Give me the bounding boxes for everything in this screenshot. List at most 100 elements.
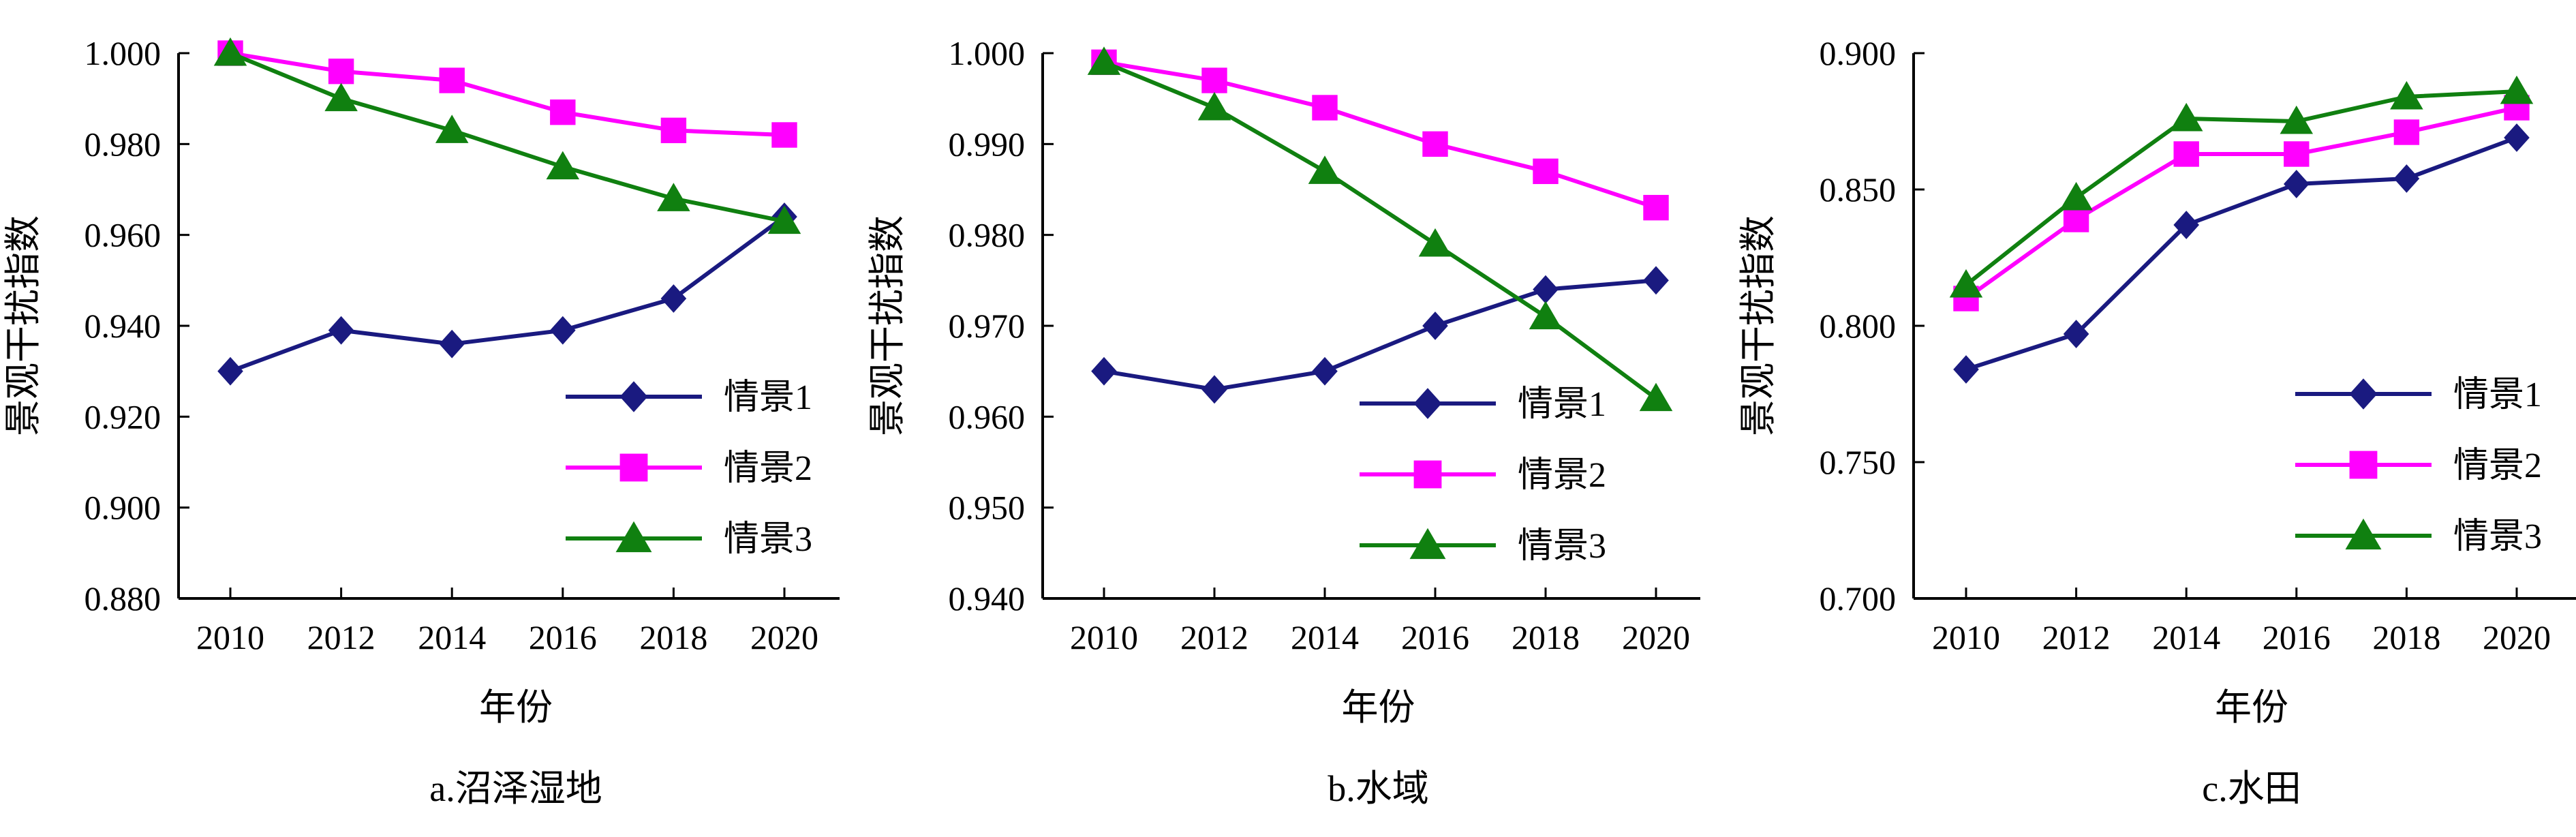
x-axis-title: 年份 (2215, 687, 2288, 728)
legend: 情景1 情景2 情景3 (566, 378, 812, 559)
legend-label: 情景1 (1518, 385, 1606, 424)
legend-marker-triangle (2345, 518, 2382, 550)
data-point-diamond (1643, 266, 1669, 295)
panel-caption: c.水田 (2202, 768, 2301, 809)
y-tick-label: 0.980 (85, 125, 162, 163)
data-point-triangle (435, 115, 469, 143)
legend-label: 情景2 (724, 449, 812, 488)
series-line (1965, 89, 2517, 287)
data-point-diamond (2283, 170, 2310, 198)
data-point-triangle (2169, 102, 2203, 132)
series-line (1103, 278, 1657, 392)
data-point-triangle (1418, 228, 1452, 257)
data-point-triangle (2280, 105, 2314, 134)
data-point-square (2063, 207, 2089, 232)
series-line (229, 51, 785, 224)
legend-label: 情景3 (1518, 527, 1606, 566)
y-tick-label: 0.980 (949, 216, 1026, 254)
legend-label: 情景1 (724, 378, 812, 417)
legend-marker-triangle (1409, 528, 1446, 560)
legend-label: 情景2 (2453, 446, 2542, 485)
series-line (1103, 60, 1657, 210)
x-tick-label: 2014 (1291, 618, 1359, 656)
legend-label: 情景3 (2453, 517, 2542, 556)
data-point-triangle (1949, 269, 1983, 298)
x-tick-label: 2018 (1512, 618, 1580, 656)
series-3 (1087, 46, 1673, 412)
x-tick-label: 2016 (1401, 618, 1469, 656)
data-point-triangle (1308, 155, 1342, 184)
x-tick-label: 2012 (2042, 618, 2111, 656)
series-2 (1953, 95, 2530, 311)
x-tick-label: 2020 (1622, 618, 1690, 656)
x-tick-label: 2010 (1070, 618, 1138, 656)
y-tick-label: 0.970 (949, 307, 1026, 345)
series-3 (213, 37, 801, 234)
y-tick-label: 0.850 (1820, 170, 1897, 209)
data-point-triangle (546, 151, 580, 180)
y-tick-label: 0.960 (85, 216, 162, 254)
data-point-diamond (1533, 275, 1559, 304)
legend-label: 情景3 (724, 520, 812, 559)
data-point-diamond (1422, 311, 1448, 340)
series-1 (1091, 266, 1669, 404)
data-point-square (1533, 158, 1559, 185)
series-line (229, 215, 786, 374)
data-point-diamond (2173, 211, 2200, 239)
series-1 (1953, 123, 2530, 384)
data-point-square (1643, 194, 1669, 221)
x-tick-label: 2014 (418, 618, 486, 656)
data-point-triangle (1529, 301, 1563, 330)
data-point-square (439, 67, 465, 93)
data-point-triangle (324, 82, 358, 112)
x-axis-title: 年份 (479, 687, 553, 728)
y-tick-label: 0.800 (1820, 307, 1897, 345)
y-tick-label: 0.880 (85, 579, 162, 618)
x-tick-label: 2012 (1180, 618, 1248, 656)
data-point-square (1201, 67, 1227, 93)
y-axis-title: 景观干扰指数 (3, 215, 44, 436)
data-point-diamond (439, 329, 465, 359)
data-point-triangle (767, 205, 801, 234)
y-tick-label: 0.900 (85, 489, 162, 527)
series-2 (1091, 49, 1669, 221)
data-point-triangle (1087, 46, 1121, 75)
data-point-square (328, 58, 354, 85)
data-point-square (2284, 141, 2310, 167)
data-point-diamond (660, 284, 687, 313)
x-tick-label: 2012 (307, 618, 375, 656)
chart-panel-1: 0.880 0.900 0.920 0.940 0.960 0.980 1.000 2010 2… (3, 34, 840, 809)
legend-marker-diamond (2349, 378, 2378, 410)
series-line (1965, 136, 2518, 371)
x-tick-label: 2016 (2263, 618, 2331, 656)
legend-marker-diamond (1413, 388, 1442, 419)
chart-panel-2: 0.940 0.950 0.960 0.970 0.980 0.990 1.000 2010 2… (867, 34, 1700, 809)
series-3 (1949, 75, 2534, 298)
legend-marker-diamond (619, 381, 648, 412)
data-point-triangle (657, 183, 690, 211)
legend-marker-square (2349, 451, 2378, 479)
y-tick-label: 0.950 (949, 489, 1026, 527)
data-point-square (550, 99, 576, 125)
data-point-diamond (1953, 355, 1979, 384)
legend: 情景1 情景2 情景3 (1360, 385, 1606, 566)
data-point-square (660, 117, 687, 144)
legend: 情景1 情景2 情景3 (2295, 376, 2542, 556)
y-tick-label: 1.000 (85, 34, 162, 72)
data-point-triangle (2500, 75, 2534, 104)
y-tick-label: 0.940 (949, 579, 1026, 618)
series-1 (217, 202, 797, 386)
series-line (1965, 106, 2517, 301)
x-tick-label: 2016 (529, 618, 597, 656)
data-point-triangle (1197, 91, 1231, 121)
legend-marker-triangle (615, 521, 652, 553)
x-tick-label: 2010 (196, 618, 264, 656)
y-tick-label: 0.750 (1820, 443, 1897, 481)
series-line (230, 51, 785, 137)
y-tick-label: 0.960 (949, 397, 1026, 436)
y-tick-label: 0.990 (949, 125, 1026, 163)
x-axis-title: 年份 (1342, 687, 1415, 728)
x-tick-label: 2018 (639, 618, 707, 656)
y-tick-label: 0.920 (85, 397, 162, 436)
